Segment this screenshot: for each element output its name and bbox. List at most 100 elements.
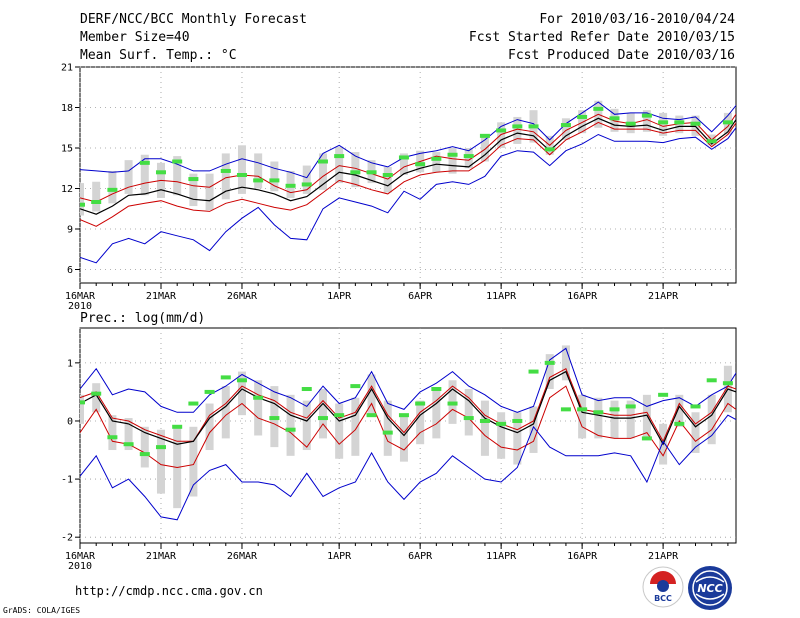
member-size: Member Size=40 <box>80 30 190 45</box>
observation-marker <box>172 159 183 164</box>
observation-marker <box>188 177 199 182</box>
observation-marker <box>496 128 507 133</box>
y-tick-label: 15 <box>61 144 73 155</box>
observation-marker <box>771 114 781 118</box>
observation-marker <box>285 183 296 188</box>
observation-marker <box>690 404 701 409</box>
ensemble-box <box>140 154 149 196</box>
series-mean-line <box>80 117 736 215</box>
observation-marker <box>463 416 474 421</box>
bcc-logo: BCC <box>642 566 684 608</box>
footer-url[interactable]: http://cmdp.ncc.cma.gov.cn <box>75 584 263 598</box>
ensemble-box <box>189 173 198 207</box>
observation-marker <box>398 155 409 160</box>
y-tick-label: 6 <box>67 265 73 276</box>
ensemble-box <box>108 415 117 451</box>
ensemble-box <box>286 394 295 456</box>
ensemble-box <box>173 156 182 196</box>
fcst-produced-date: Fcst Produced Date 2010/03/16 <box>508 48 735 63</box>
observation-marker <box>155 170 166 175</box>
ensemble-box <box>691 115 700 136</box>
ensemble-box <box>318 389 327 439</box>
observation-marker <box>269 416 280 421</box>
observation-marker <box>658 392 669 397</box>
x-tick-label: 1APR <box>327 551 352 562</box>
observation-marker <box>674 120 685 125</box>
observation-marker <box>80 400 85 405</box>
series-lower-line <box>80 121 736 227</box>
observation-marker <box>674 421 685 426</box>
ensemble-box <box>221 153 230 200</box>
observation-marker <box>641 113 652 118</box>
observation-marker <box>350 384 361 389</box>
ensemble-box <box>270 161 279 192</box>
observation-marker <box>123 442 134 447</box>
series-mean-line <box>80 370 736 446</box>
x-tick-label: 16MAR <box>65 291 96 302</box>
observation-marker <box>544 360 555 365</box>
y-tick-label: 12 <box>61 184 73 195</box>
x-tick-label: 11APR <box>486 291 517 302</box>
observation-marker <box>447 401 458 406</box>
observation-marker <box>253 178 264 183</box>
ensemble-box <box>642 110 651 132</box>
ensemble-box <box>610 108 619 132</box>
y-tick-label: 21 <box>61 63 73 74</box>
bcc-logo-text: BCC <box>654 594 672 603</box>
ensemble-box <box>351 397 360 456</box>
ncc-logo-text: NCC <box>697 582 722 595</box>
observation-marker <box>528 124 539 129</box>
observation-marker <box>107 435 118 440</box>
observation-marker <box>139 160 150 165</box>
observation-marker <box>317 416 328 421</box>
ensemble-box <box>464 148 473 169</box>
ensemble-box <box>772 412 780 453</box>
observation-marker <box>220 375 231 380</box>
observation-marker <box>739 384 749 388</box>
ensemble-box <box>448 148 457 174</box>
ensemble-box <box>561 118 570 140</box>
observation-marker <box>641 436 652 441</box>
ensemble-box <box>383 166 392 193</box>
series-min-line <box>80 414 736 521</box>
ensemble-box <box>108 170 117 204</box>
observation-marker <box>609 407 620 412</box>
ensemble-box <box>205 173 214 211</box>
x-tick-label: 6APR <box>408 291 433 302</box>
plot-frame <box>79 66 737 284</box>
ensemble-box <box>497 412 506 459</box>
series-min-line <box>80 126 736 264</box>
ensemble-box <box>237 145 246 194</box>
observation-marker <box>658 120 669 125</box>
y-tick-label: 0 <box>67 416 73 427</box>
x-tick-label: 26MAR <box>227 291 258 302</box>
series-upper-line <box>80 113 736 203</box>
observation-marker <box>722 381 733 386</box>
x-tick-label: 16APR <box>567 551 598 562</box>
observation-marker <box>512 418 523 423</box>
series-max-line <box>80 101 736 179</box>
ensemble-box <box>578 394 587 439</box>
ensemble-box <box>675 394 684 427</box>
observation-marker <box>220 168 231 173</box>
ensemble-box <box>675 115 684 134</box>
observation-marker <box>479 133 490 138</box>
observation-marker <box>755 384 765 388</box>
y-tick-label: -1 <box>61 475 73 486</box>
plot-area <box>80 345 780 521</box>
x-tick-label: 21APR <box>648 551 679 562</box>
series-upper-line <box>80 367 736 443</box>
observation-marker <box>398 413 409 418</box>
ensemble-box <box>432 152 441 173</box>
observation-marker <box>317 159 328 164</box>
y-tick-label: 9 <box>67 225 73 236</box>
observation-marker <box>625 404 636 409</box>
observation-marker <box>172 424 183 429</box>
ensemble-box <box>124 418 133 451</box>
x-tick-label: 16MAR <box>65 551 96 562</box>
observation-marker <box>690 121 701 126</box>
observation-marker <box>706 139 717 144</box>
observation-marker <box>739 93 749 97</box>
observation-marker <box>139 452 150 457</box>
ensemble-box <box>221 386 230 439</box>
